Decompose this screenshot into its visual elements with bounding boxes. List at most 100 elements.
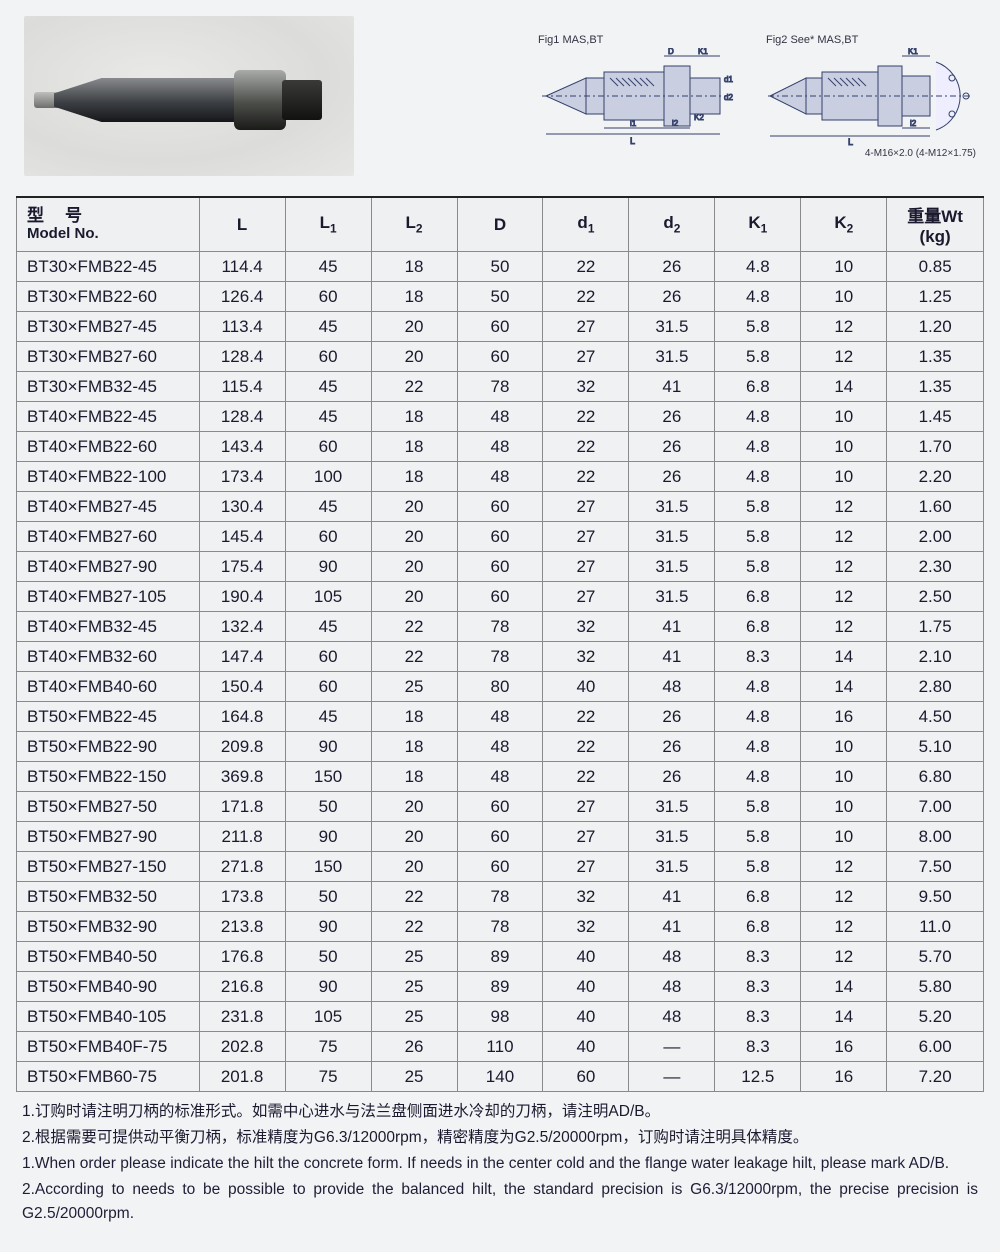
cell-value: 115.4	[199, 372, 285, 402]
table-row: BT40×FMB22-45128.445184822264.8101.45	[17, 402, 984, 432]
cell-value: 22	[543, 402, 629, 432]
cell-model: BT50×FMB22-90	[17, 732, 200, 762]
note-cn-1: 1.订购时请注明刀柄的标准形式。如需中心进水与法兰盘侧面进水冷却的刀柄，请注明A…	[22, 1100, 978, 1124]
fig2-footnote: 4-M16×2.0 (4-M12×1.75)	[766, 148, 976, 159]
cell-value: 20	[371, 822, 457, 852]
cell-value: 5.10	[887, 732, 984, 762]
cell-value: 60	[457, 522, 543, 552]
table-row: BT30×FMB22-45114.445185022264.8100.85	[17, 252, 984, 282]
table-row: BT40×FMB40-60150.460258040484.8142.80	[17, 672, 984, 702]
cell-model: BT50×FMB60-75	[17, 1062, 200, 1092]
table-row: BT50×FMB40-50176.850258940488.3125.70	[17, 942, 984, 972]
cell-value: 75	[285, 1062, 371, 1092]
cell-value: 2.50	[887, 582, 984, 612]
table-row: BT50×FMB27-90211.89020602731.55.8108.00	[17, 822, 984, 852]
cell-value: 1.35	[887, 342, 984, 372]
cell-value: 60	[457, 342, 543, 372]
cell-value: 1.35	[887, 372, 984, 402]
cell-value: 40	[543, 942, 629, 972]
cell-value: 27	[543, 552, 629, 582]
cell-value: 6.80	[887, 762, 984, 792]
table-row: BT30×FMB27-60128.46020602731.55.8121.35	[17, 342, 984, 372]
cell-value: 31.5	[629, 492, 715, 522]
cell-value: 1.45	[887, 402, 984, 432]
col-K2: K2	[801, 197, 887, 252]
cell-value: 78	[457, 912, 543, 942]
cell-value: 8.3	[715, 1002, 801, 1032]
cell-value: 150.4	[199, 672, 285, 702]
cell-value: 10	[801, 432, 887, 462]
cell-value: 211.8	[199, 822, 285, 852]
cell-value: 27	[543, 852, 629, 882]
cell-value: 130.4	[199, 492, 285, 522]
cell-value: 2.20	[887, 462, 984, 492]
cell-value: 60	[285, 672, 371, 702]
cell-value: 48	[629, 672, 715, 702]
cell-value: 22	[543, 762, 629, 792]
svg-text:d2: d2	[724, 93, 733, 102]
cell-value: 20	[371, 492, 457, 522]
cell-value: 150	[285, 852, 371, 882]
table-row: BT40×FMB22-100173.4100184822264.8102.20	[17, 462, 984, 492]
cell-value: 12	[801, 312, 887, 342]
cell-value: 27	[543, 582, 629, 612]
cell-value: 4.8	[715, 732, 801, 762]
svg-text:K1: K1	[698, 48, 708, 56]
cell-value: 60	[285, 342, 371, 372]
col-wt: 重量Wt (kg)	[887, 197, 984, 252]
cell-value: 18	[371, 762, 457, 792]
cell-model: BT30×FMB22-45	[17, 252, 200, 282]
cell-value: 4.8	[715, 702, 801, 732]
cell-value: 6.8	[715, 582, 801, 612]
cell-value: 18	[371, 732, 457, 762]
cell-value: 60	[457, 492, 543, 522]
cell-value: 5.8	[715, 312, 801, 342]
cell-value: 10	[801, 252, 887, 282]
cell-value: 202.8	[199, 1032, 285, 1062]
cell-value: 16	[801, 702, 887, 732]
cell-value: 48	[629, 942, 715, 972]
table-row: BT30×FMB22-60126.460185022264.8101.25	[17, 282, 984, 312]
cell-value: 7.50	[887, 852, 984, 882]
cell-value: 9.50	[887, 882, 984, 912]
cell-model: BT50×FMB27-90	[17, 822, 200, 852]
cell-value: 105	[285, 582, 371, 612]
cell-value: 31.5	[629, 582, 715, 612]
cell-value: 1.25	[887, 282, 984, 312]
cell-value: 31.5	[629, 822, 715, 852]
cell-value: 41	[629, 372, 715, 402]
cell-value: 22	[543, 732, 629, 762]
cell-model: BT50×FMB32-50	[17, 882, 200, 912]
cell-value: 31.5	[629, 312, 715, 342]
cell-value: 4.8	[715, 252, 801, 282]
cell-value: 26	[629, 702, 715, 732]
svg-text:L: L	[848, 137, 853, 147]
cell-value: 40	[543, 672, 629, 702]
cell-value: 26	[629, 402, 715, 432]
table-row: BT50×FMB40-90216.890258940488.3145.80	[17, 972, 984, 1002]
cell-model: BT40×FMB32-60	[17, 642, 200, 672]
cell-value: 40	[543, 1002, 629, 1032]
cell-value: 48	[457, 762, 543, 792]
table-row: BT50×FMB60-75201.8752514060—12.5167.20	[17, 1062, 984, 1092]
fig2-label: Fig2 See* MAS,BT	[766, 34, 976, 46]
cell-value: 1.20	[887, 312, 984, 342]
cell-value: 27	[543, 792, 629, 822]
cell-value: 271.8	[199, 852, 285, 882]
cell-value: 22	[371, 372, 457, 402]
spec-table: 型 号 Model No. L L1 L2 D d1 d2 K1 K2 重量Wt…	[16, 196, 984, 1092]
cell-value: 105	[285, 1002, 371, 1032]
cell-value: 5.8	[715, 822, 801, 852]
cell-value: 48	[457, 732, 543, 762]
cell-value: 27	[543, 822, 629, 852]
cell-model: BT50×FMB22-150	[17, 762, 200, 792]
cell-value: 26	[629, 282, 715, 312]
cell-value: 32	[543, 612, 629, 642]
cell-value: 32	[543, 882, 629, 912]
cell-value: 60	[457, 582, 543, 612]
cell-value: 50	[285, 882, 371, 912]
cell-value: 4.8	[715, 282, 801, 312]
cell-value: 18	[371, 462, 457, 492]
cell-value: 14	[801, 972, 887, 1002]
cell-value: 6.8	[715, 612, 801, 642]
